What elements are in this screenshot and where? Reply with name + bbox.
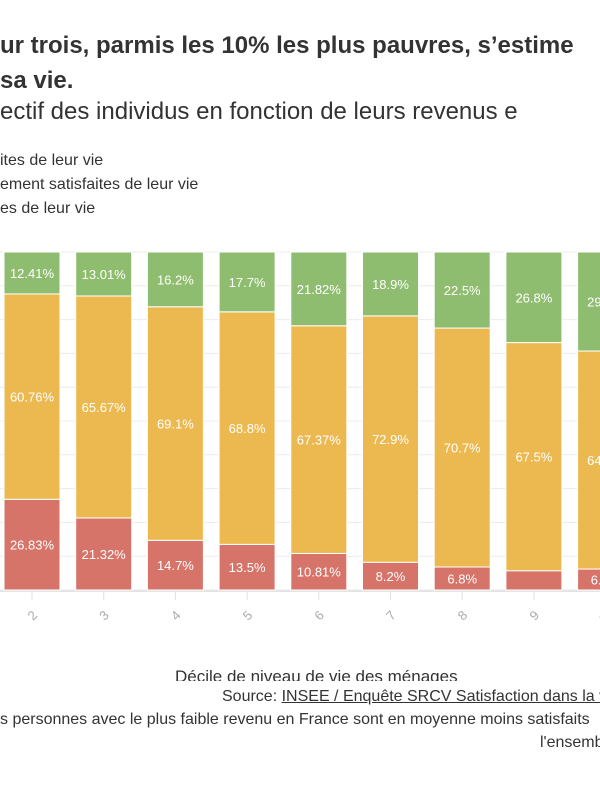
data-label: 18.9% [372, 277, 409, 292]
bar-segment [433, 327, 491, 568]
x-tick-label: 2 [24, 607, 40, 623]
data-label: 17.7% [229, 275, 266, 290]
stacked-bar-chart: 26.83% 60.76% 12.41% 2 21.32% 65.67% 13.01% 3 14… [0, 251, 600, 626]
data-label: 8.2% [376, 569, 406, 584]
x-tick-label: 10 [596, 605, 600, 626]
bar-segment [362, 315, 419, 563]
data-label: 16.2% [157, 272, 194, 287]
bar-segment [3, 498, 61, 591]
note-continued: l'ensemble [540, 734, 600, 751]
data-label: 60.76% [10, 390, 55, 405]
bar-segment [146, 539, 204, 591]
data-label: 72.9% [372, 432, 409, 447]
bar-segment [290, 552, 348, 591]
bar-segment [3, 293, 61, 500]
data-label: 70.7% [444, 441, 481, 456]
bar-segment [505, 570, 563, 591]
data-label: 13.01% [82, 267, 127, 282]
bar-segment [577, 251, 600, 352]
title-line: ur trois, parmis les 10% les plus pauvre… [0, 32, 574, 59]
bar-segment [3, 251, 61, 295]
chart-subtitle: ectif des individus en fonction de leurs… [0, 98, 518, 125]
chart-title: ur trois, parmis les 10% les plus pauvre… [0, 28, 574, 98]
data-label: 21.32% [82, 547, 127, 562]
bar-segment [290, 251, 348, 327]
bar-segment [577, 350, 600, 570]
bar-segment [75, 251, 133, 297]
data-label: 29.3% [587, 295, 600, 310]
bar-segment [75, 517, 133, 591]
title-line: sa vie. [0, 67, 74, 94]
bar-segment [218, 543, 276, 591]
x-tick-label: 9 [526, 607, 542, 623]
data-label: 26.83% [10, 538, 55, 553]
data-label: 14.7% [157, 558, 194, 573]
bar-segment [577, 568, 600, 591]
x-tick-label: 7 [383, 607, 399, 623]
x-tick-label: 3 [96, 607, 112, 623]
source: Source: INSEE / Enquête SRCV Satisfactio… [222, 688, 600, 706]
data-label: 67.5% [515, 450, 552, 465]
bar-segment [146, 306, 204, 541]
bar-segment [505, 251, 563, 344]
legend-item: ites de leur vie [0, 152, 104, 169]
data-label: 6.8% [447, 572, 477, 587]
data-label: 68.8% [229, 421, 266, 436]
data-label: 64.5% [587, 453, 600, 468]
source-prefix: Source: [222, 688, 282, 705]
legend-item: es de leur vie [0, 200, 96, 217]
data-label: 12.41% [10, 266, 55, 281]
data-label: 6.2% [591, 573, 600, 588]
data-label: 10.81% [297, 565, 342, 580]
x-axis-label: Décile de niveau de vie des ménages [175, 667, 458, 681]
source-link[interactable]: INSEE / Enquête SRCV Satisfaction dans l… [281, 688, 600, 705]
bar-segment [218, 251, 276, 313]
data-label: 26.8% [515, 290, 552, 305]
bar-segment [362, 251, 419, 317]
bar-segment [362, 561, 419, 591]
bar-segment [75, 295, 133, 519]
bar-segment [146, 251, 204, 308]
data-label: 21.82% [297, 282, 342, 297]
bar-segment [505, 342, 563, 572]
x-tick-label: 5 [240, 607, 256, 623]
data-label: 65.67% [82, 400, 127, 415]
note: s personnes avec le plus faible revenu e… [0, 711, 590, 728]
data-label: 69.1% [157, 417, 194, 432]
bar-segment [433, 251, 491, 329]
x-tick-label: 8 [455, 607, 471, 623]
x-tick-label: 4 [168, 607, 184, 623]
data-label: 67.37% [297, 433, 342, 448]
bar-segment [290, 325, 348, 554]
x-tick-label: 6 [311, 607, 327, 623]
legend-item: ement satisfaites de leur vie [0, 176, 199, 193]
data-label: 13.5% [229, 560, 266, 575]
data-label: 22.5% [444, 283, 481, 298]
bar-segment [218, 311, 276, 545]
